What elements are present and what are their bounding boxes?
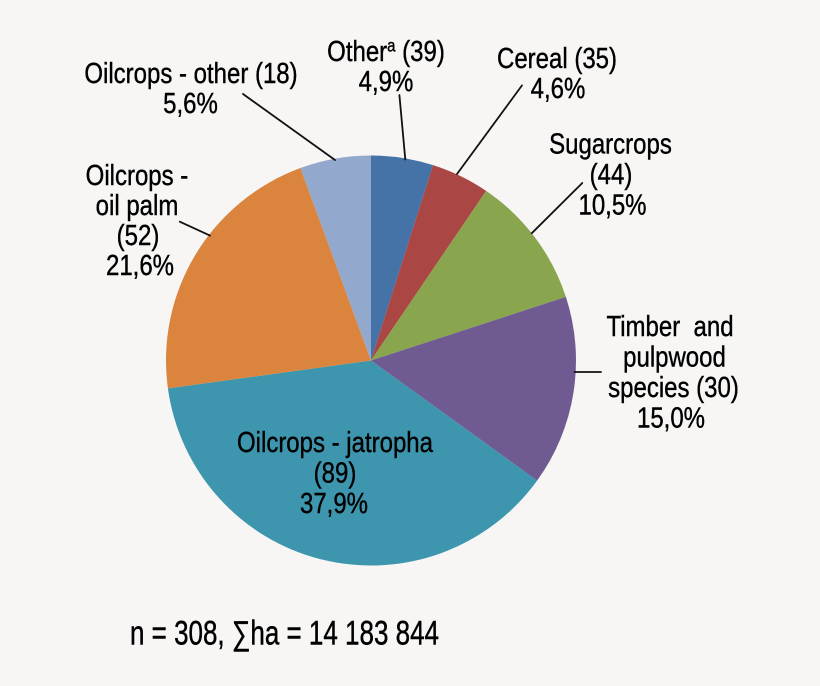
svg-text:Sugarcrops: Sugarcrops <box>549 128 672 160</box>
svg-text:10,5%: 10,5% <box>578 189 646 221</box>
svg-text:15,0%: 15,0% <box>637 402 705 434</box>
svg-text:(52): (52) <box>117 219 160 251</box>
svg-text:Oilcrops - jatropha: Oilcrops - jatropha <box>237 426 433 458</box>
svg-text:37,9%: 37,9% <box>300 487 368 519</box>
svg-text:species (30): species (30) <box>608 371 739 403</box>
svg-text:4,6%: 4,6% <box>531 72 586 104</box>
svg-text:5,6%: 5,6% <box>163 87 218 119</box>
svg-text:21,6%: 21,6% <box>106 249 174 281</box>
svg-text:Oilcrops -: Oilcrops - <box>86 159 189 191</box>
svg-text:oil palm: oil palm <box>96 189 179 221</box>
svg-text:n = 308, ∑ha = 14 183 844: n = 308, ∑ha = 14 183 844 <box>130 615 439 652</box>
svg-text:pulpwood: pulpwood <box>623 341 726 373</box>
svg-text:Oilcrops - other (18): Oilcrops - other (18) <box>84 57 297 89</box>
svg-text:Othera (39): Othera (39) <box>327 35 445 67</box>
svg-text:Timber and: Timber and <box>606 310 733 342</box>
svg-text:Cereal (35): Cereal (35) <box>497 42 617 74</box>
svg-text:(89): (89) <box>314 457 357 489</box>
svg-text:4,9%: 4,9% <box>359 65 414 97</box>
svg-text:(44): (44) <box>590 158 633 190</box>
